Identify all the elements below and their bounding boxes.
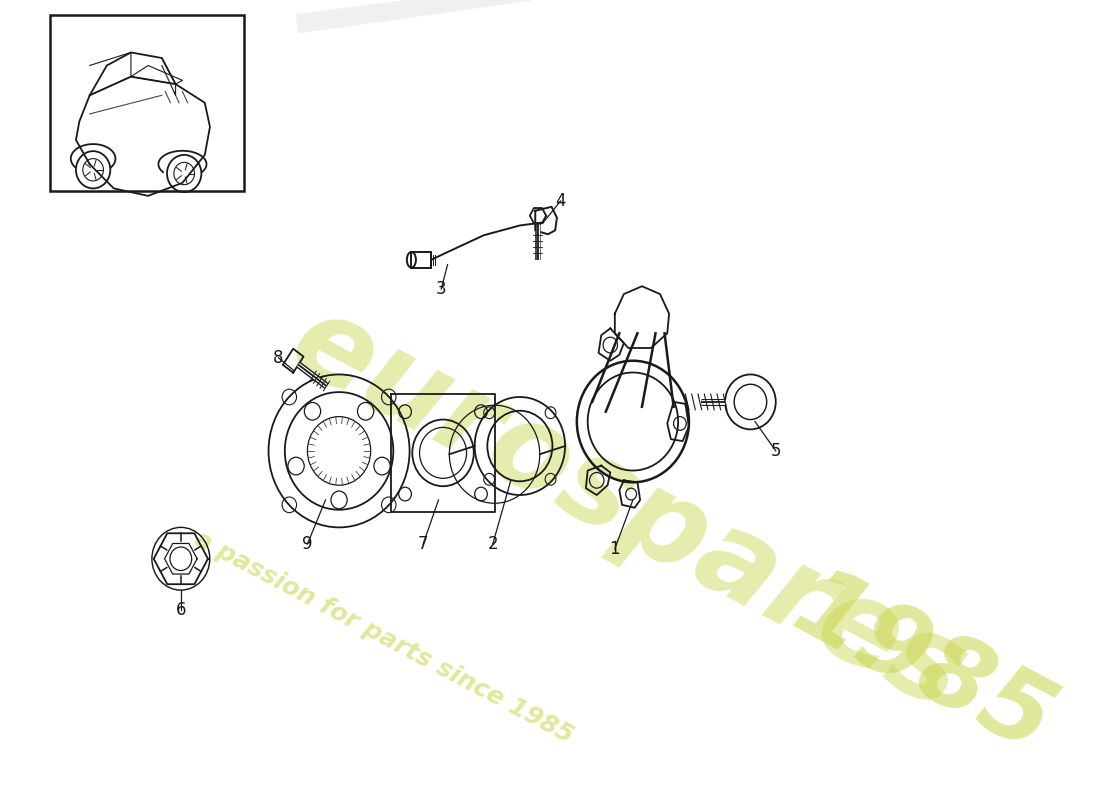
Text: 3: 3 xyxy=(436,280,447,298)
Text: 6: 6 xyxy=(176,601,186,618)
Text: 1985: 1985 xyxy=(778,558,1069,774)
Text: a passion for parts since 1985: a passion for parts since 1985 xyxy=(190,526,576,748)
Text: eurospares: eurospares xyxy=(272,284,984,736)
Bar xyxy=(50,14,244,191)
Bar xyxy=(411,252,431,268)
Text: 5: 5 xyxy=(770,442,781,460)
Text: 1: 1 xyxy=(609,540,620,558)
Text: 8: 8 xyxy=(273,349,284,366)
Text: 4: 4 xyxy=(556,192,565,210)
Text: 2: 2 xyxy=(487,535,498,553)
Text: 9: 9 xyxy=(302,535,312,553)
Text: 7: 7 xyxy=(418,535,428,553)
